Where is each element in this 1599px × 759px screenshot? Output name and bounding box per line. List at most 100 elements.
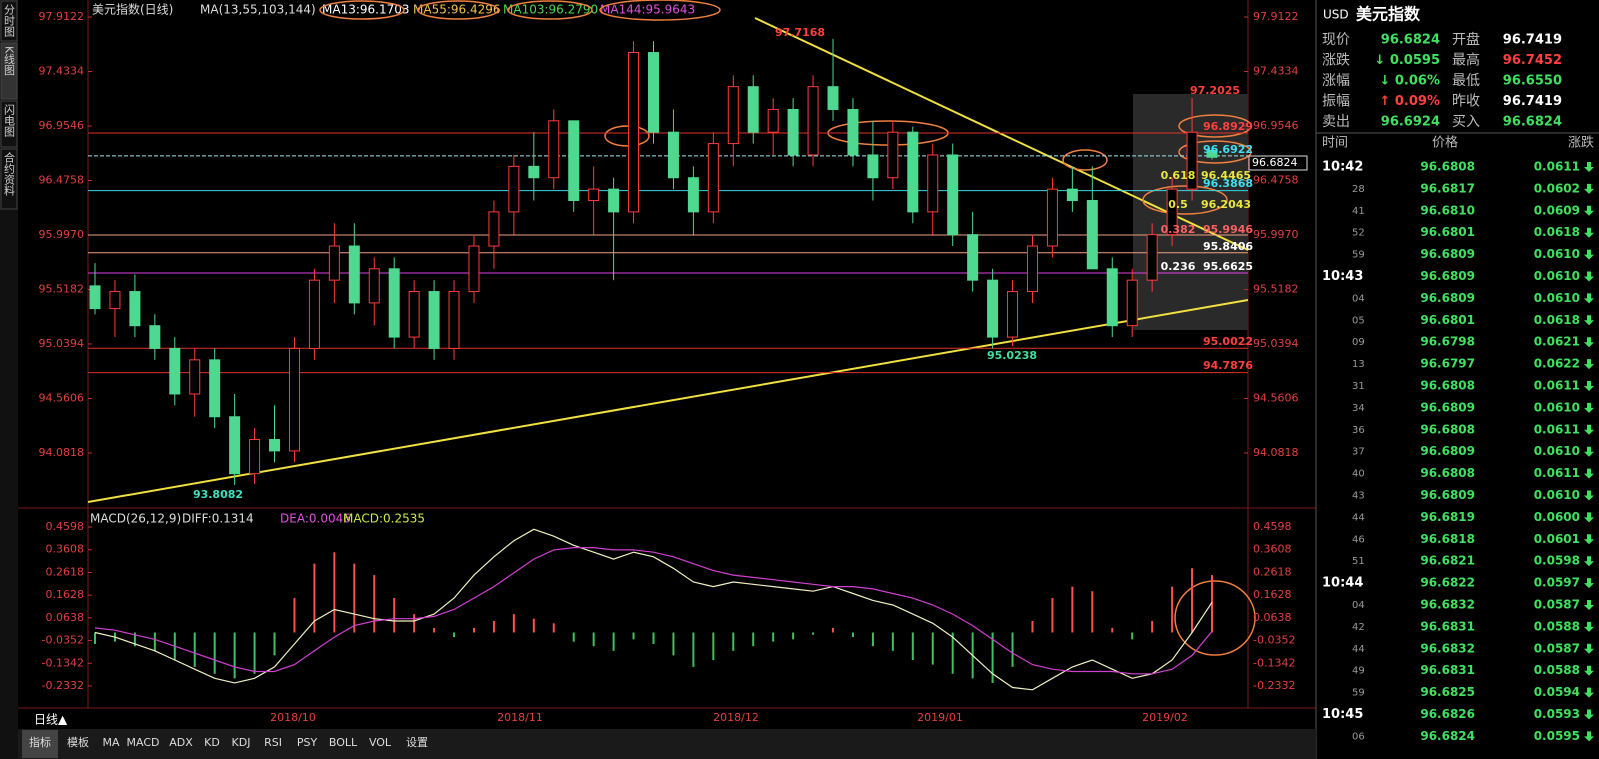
tick-price: 96.6824: [1420, 729, 1475, 743]
tick-price: 96.6810: [1420, 203, 1475, 217]
tick-time: 13: [1352, 359, 1365, 370]
tick-header: 价格: [1432, 135, 1458, 151]
trend-line: [87, 299, 1249, 503]
down-arrow: [1584, 337, 1594, 348]
tick-change: 0.0609: [1534, 203, 1580, 217]
tick-change: 0.0618: [1534, 313, 1580, 327]
sidebar-label[interactable]: 合约资料: [3, 151, 16, 197]
tick-time: 37: [1352, 447, 1365, 458]
toolbar-item[interactable]: KD: [204, 736, 220, 749]
candle-body: [1206, 149, 1218, 158]
candle-body: [288, 347, 300, 452]
down-arrow: [1584, 183, 1594, 194]
toolbar-item[interactable]: 设置: [406, 736, 428, 749]
toolbar-item[interactable]: KDJ: [232, 736, 251, 749]
candle-body: [847, 108, 859, 156]
tick-price: 96.6832: [1420, 641, 1475, 655]
candle-body: [249, 439, 261, 475]
tick-price: 96.6825: [1420, 685, 1475, 699]
annotation: 96.8929: [1203, 120, 1253, 133]
tick-change: 0.0587: [1534, 641, 1580, 655]
y-tick-label: 0.0638: [1253, 611, 1292, 624]
quote-label: 卖出: [1322, 114, 1350, 130]
down-arrow: [1584, 359, 1594, 370]
sidebar-label[interactable]: K线图: [3, 46, 16, 76]
tick-time: 04: [1352, 293, 1365, 304]
quote-label: 现价: [1322, 32, 1350, 48]
toolbar-item[interactable]: 指标: [29, 735, 51, 749]
y-tick-label: 0.0638: [46, 611, 85, 624]
x-tick-label: 2018/11: [497, 711, 543, 724]
quote-label: 昨收: [1452, 94, 1480, 110]
candle-body: [428, 291, 440, 349]
annotation: 96.3868: [1203, 177, 1253, 190]
candle-body: [667, 131, 679, 179]
toolbar-item[interactable]: ADX: [169, 736, 193, 749]
y-tick-label: 0.3608: [46, 543, 85, 556]
down-arrow: [1584, 643, 1594, 654]
toolbar-item[interactable]: PSY: [297, 736, 318, 749]
candle-body: [987, 279, 999, 338]
tick-price: 96.6809: [1420, 247, 1475, 261]
tick-change: 0.0588: [1534, 663, 1580, 677]
candle-body: [89, 285, 101, 310]
tick-change: 0.0621: [1534, 335, 1580, 349]
candle-body: [927, 154, 939, 213]
sidebar-tab[interactable]: [0, 0, 18, 42]
dea-label: DEA:0.0046: [280, 512, 351, 526]
tick-time: 59: [1352, 250, 1365, 261]
quote-value: 96.7452: [1503, 53, 1562, 68]
tick-change: 0.0611: [1534, 466, 1580, 480]
toolbar-item[interactable]: 模板: [67, 735, 89, 749]
sidebar-tab[interactable]: [0, 148, 18, 210]
toolbar-item[interactable]: VOL: [369, 736, 392, 749]
toolbar-item[interactable]: MA: [102, 736, 119, 749]
candle-body: [1146, 234, 1158, 281]
tick-change: 0.0597: [1534, 576, 1580, 590]
down-arrow: [1584, 621, 1594, 632]
candle-body: [448, 291, 460, 349]
candle-body: [747, 86, 759, 133]
candle-body: [308, 279, 320, 349]
candle-body: [1066, 188, 1078, 201]
last-price: 96.6824: [1252, 156, 1298, 169]
tick-change: 0.0610: [1534, 269, 1580, 283]
toolbar-item[interactable]: MACD: [127, 736, 160, 749]
down-arrow: [1584, 293, 1594, 304]
tick-time: 43: [1352, 491, 1365, 502]
candle-body: [548, 120, 560, 179]
tick-price: 96.6801: [1420, 225, 1475, 239]
candle-body: [648, 52, 659, 133]
sidebar-label[interactable]: 分时图: [3, 4, 16, 38]
y-tick-label: 94.5606: [1253, 391, 1299, 404]
period[interactable]: 日线▲: [34, 713, 68, 727]
symbol: 美元指数(日线): [92, 2, 173, 17]
tick-time: 42: [1352, 622, 1365, 633]
tick-price: 96.6831: [1420, 663, 1475, 677]
tick-time: 04: [1352, 600, 1365, 611]
candle-body: [348, 245, 360, 304]
candle-body: [867, 154, 879, 179]
tick-price: 96.6798: [1420, 335, 1475, 349]
candle-body: [608, 188, 620, 213]
macd-label: MACD:0.2535: [343, 512, 425, 526]
y-tick-label: 0.1628: [46, 588, 85, 601]
y-tick-label: 94.5606: [39, 391, 85, 404]
down-arrow: [1584, 315, 1594, 326]
quote-name: 美元指数: [1356, 5, 1421, 24]
sidebar-tab[interactable]: [0, 42, 18, 100]
sidebar-label[interactable]: 闪电图: [3, 103, 16, 138]
tick-change: 0.0610: [1534, 488, 1580, 502]
tick-time: 06: [1352, 731, 1365, 742]
toolbar-item[interactable]: RSI: [264, 736, 282, 749]
tick-price: 96.6809: [1420, 269, 1475, 283]
candle-body: [1007, 291, 1019, 338]
tick-time: 52: [1352, 228, 1365, 239]
toolbar-item[interactable]: BOLL: [329, 736, 358, 749]
tick-change: 0.0622: [1534, 357, 1580, 371]
x-tick-label: 2019/02: [1142, 711, 1188, 724]
candle-body: [508, 165, 520, 213]
y-tick-label: -0.2332: [1253, 679, 1295, 692]
sidebar-tab[interactable]: [0, 100, 18, 148]
tick-time: 28: [1352, 184, 1365, 195]
